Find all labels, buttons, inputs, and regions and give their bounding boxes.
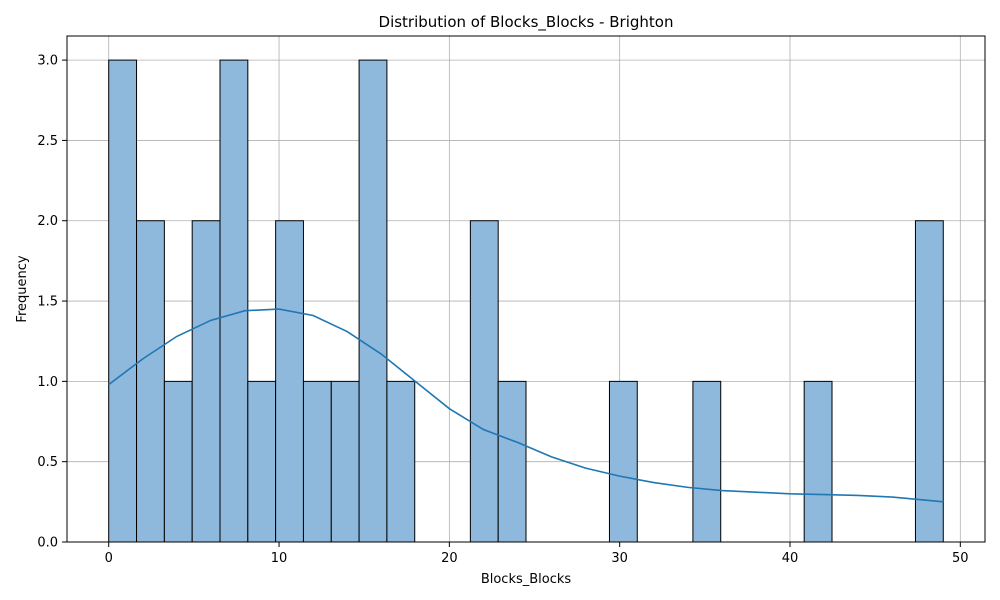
histogram-bar-8 [330, 380, 360, 543]
y-axis-label: Frequency [15, 255, 30, 322]
y-tick-label-3: 1.5 [37, 295, 58, 310]
histogram-bar-3 [191, 220, 221, 543]
x-tick-label-2: 20 [441, 551, 458, 566]
histogram-bar-5 [247, 380, 277, 543]
histogram-bar-13 [469, 220, 499, 543]
histogram-bar-4 [219, 59, 249, 543]
histogram-bar-21 [692, 380, 722, 543]
y-tick-label-6: 3.0 [37, 54, 58, 69]
y-tick-label-2: 1.0 [37, 375, 58, 390]
histogram-bars [108, 59, 944, 543]
histogram-bar-9 [358, 59, 388, 543]
histogram-bar-0 [108, 59, 138, 543]
x-tick-label-1: 10 [271, 551, 288, 566]
y-tick-label-5: 2.5 [37, 134, 58, 149]
chart-title: Distribution of Blocks_Blocks - Brighton [379, 13, 674, 32]
kde-curve [108, 308, 944, 503]
histogram-bar-2 [163, 380, 193, 543]
x-axis-label: Blocks_Blocks [481, 572, 572, 587]
histogram-bar-29 [914, 220, 944, 543]
x-tick-label-3: 30 [611, 551, 628, 566]
y-axis-ticks: 0.0 0.5 1.0 1.5 2.0 2.5 3.0 [37, 54, 67, 551]
y-tick-label-4: 2.0 [37, 214, 58, 229]
x-tick-label-4: 40 [782, 551, 799, 566]
x-tick-label-5: 50 [952, 551, 969, 566]
histogram-bar-1 [136, 220, 165, 543]
x-axis-ticks: 0 10 20 30 40 50 [105, 542, 969, 566]
histogram-bar-18 [608, 380, 638, 543]
histogram-bar-14 [497, 380, 527, 543]
histogram-bar-6 [275, 220, 304, 543]
y-tick-label-1: 0.5 [37, 455, 58, 470]
histogram-bar-7 [302, 380, 332, 543]
histogram-bar-10 [386, 380, 416, 543]
x-tick-label-0: 0 [105, 551, 113, 566]
y-tick-label-0: 0.0 [37, 536, 58, 551]
plot-frame [66, 35, 986, 543]
histogram-bar-25 [803, 380, 833, 543]
